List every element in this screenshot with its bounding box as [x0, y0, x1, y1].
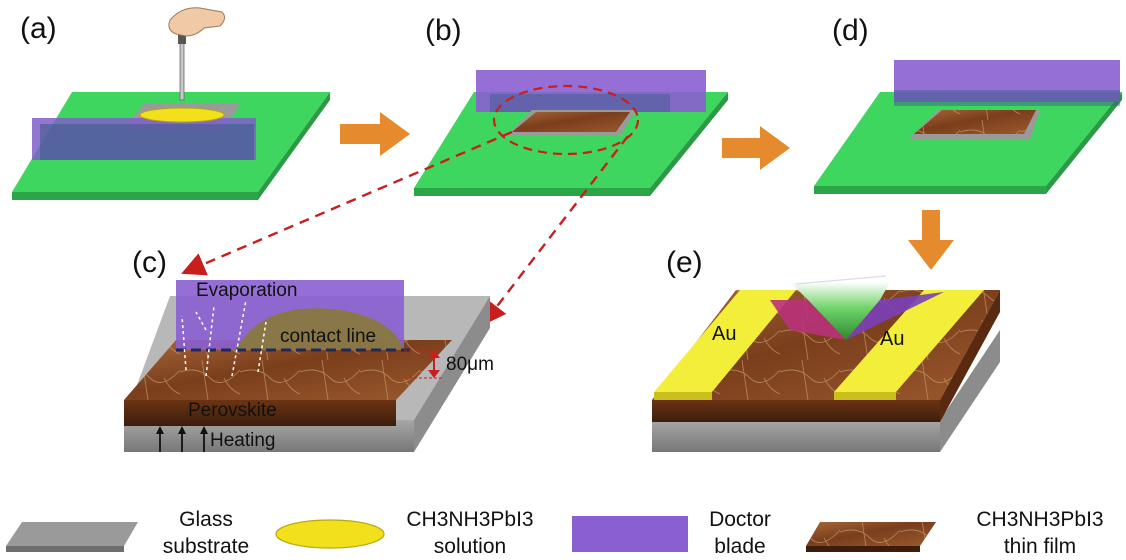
green-substrate [414, 92, 728, 188]
legend: Glass substrate CH3NH3PbI3 solution Doct… [6, 508, 1104, 558]
panel-b: (b) [414, 14, 728, 196]
panel-d-label: (d) [832, 14, 869, 47]
legend-label-line2: thin film [1004, 535, 1076, 558]
panel-c: (c) Evaporation contact line 80μm [124, 246, 494, 452]
evaporation-arrows-icon [181, 299, 267, 377]
gap-label: 80μm [446, 354, 494, 375]
panel-c-label: (c) [132, 246, 167, 279]
orange-arrow-icon [340, 112, 410, 156]
glass-swatch [6, 522, 138, 546]
glass-substrate [652, 420, 940, 452]
heating-label: Heating [210, 430, 276, 451]
legend-label-line2: blade [714, 535, 765, 558]
doctor-blade [476, 70, 706, 112]
dropper-hand-icon [168, 7, 226, 101]
zoom-ellipse [492, 84, 640, 156]
panel-b-label: (b) [425, 14, 462, 47]
orange-arrow-icon [722, 126, 790, 170]
legend-label-line1: Doctor [709, 508, 771, 531]
solution-swatch [275, 519, 385, 549]
gold-electrode-left [654, 290, 796, 392]
electrode-right-label: Au [880, 328, 904, 350]
contact-line-label: contact line [280, 326, 376, 347]
panel-a-label: (a) [20, 12, 57, 45]
panel-a: (a) [12, 7, 330, 200]
red-dashed-arrow-icon [181, 130, 629, 326]
solution-drop [139, 107, 225, 123]
gold-electrode-right [834, 290, 984, 392]
electrode-left-label: Au [712, 323, 736, 345]
legend-item-glass: Glass substrate [6, 508, 249, 558]
legend-label-line2: substrate [163, 535, 249, 558]
panel-d: (d) [814, 14, 1122, 194]
blade-swatch [572, 516, 688, 552]
legend-item-doctor-blade: Doctor blade [572, 508, 771, 558]
legend-item-film: CH3NH3PbI3 thin film [806, 508, 1104, 558]
legend-item-solution: CH3NH3PbI3 solution [275, 508, 534, 558]
panel-e: (e) Au Au [652, 246, 1000, 452]
legend-label-line1: CH3NH3PbI3 [976, 508, 1103, 531]
doctor-blade [894, 60, 1120, 102]
panel-e-label: (e) [666, 246, 703, 279]
evaporation-label: Evaporation [196, 280, 297, 301]
perovskite-film [512, 112, 630, 132]
light-beam-icon [770, 269, 944, 340]
legend-label-line2: solution [434, 535, 506, 558]
orange-arrow-icon [908, 210, 954, 270]
legend-label-line1: Glass [179, 508, 233, 531]
legend-label-line1: CH3NH3PbI3 [406, 508, 533, 531]
solution-meniscus [236, 308, 404, 350]
perovskite-label: Perovskite [188, 400, 277, 421]
